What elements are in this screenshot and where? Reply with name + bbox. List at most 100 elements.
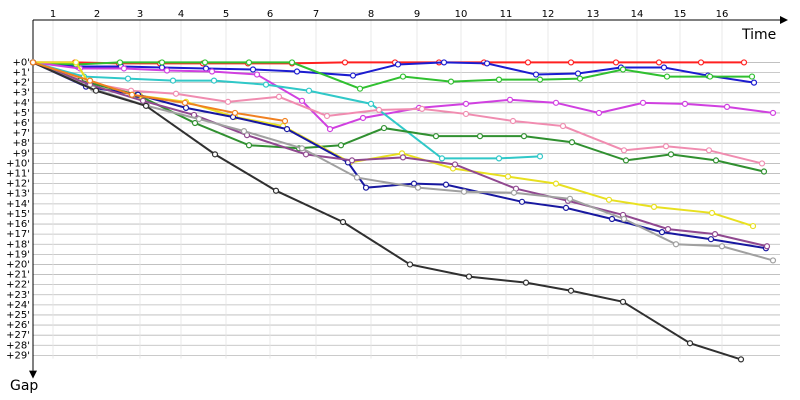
point	[552, 99, 560, 106]
point	[460, 188, 468, 195]
point	[510, 189, 518, 196]
point	[262, 81, 270, 88]
point	[769, 109, 777, 117]
point	[509, 117, 517, 125]
point	[208, 68, 216, 75]
x-tick-label: 13	[587, 9, 600, 20]
x-tick-label: 14	[631, 9, 644, 20]
point	[518, 198, 526, 205]
point	[705, 147, 713, 154]
point	[224, 98, 232, 105]
point	[240, 128, 248, 135]
y-tick-label: +7'	[13, 128, 31, 139]
point	[245, 142, 253, 149]
point	[760, 168, 768, 175]
point	[763, 243, 771, 250]
x-tick-label: 10	[455, 9, 468, 20]
y-tick-label: +0'	[13, 57, 31, 68]
point	[672, 241, 680, 248]
point	[394, 61, 402, 68]
y-tick-label: +21'	[6, 270, 30, 281]
point	[442, 181, 450, 188]
point	[201, 59, 209, 66]
point	[231, 109, 239, 117]
point	[362, 184, 370, 191]
point	[172, 90, 180, 97]
point	[718, 243, 726, 250]
point	[595, 109, 603, 117]
point	[288, 59, 296, 66]
point	[356, 85, 364, 92]
point	[697, 59, 705, 66]
point	[451, 161, 459, 168]
x-tick-label: 6	[267, 9, 273, 20]
point	[210, 77, 218, 84]
point	[337, 142, 345, 149]
series-line	[32, 61, 763, 165]
point	[723, 103, 731, 110]
y-tick-label: +11'	[6, 169, 30, 180]
y-tick-label: +6'	[13, 118, 31, 129]
point	[359, 114, 367, 122]
point	[686, 340, 694, 347]
x-tick-label: 4	[178, 9, 184, 20]
x-tick-label: 7	[313, 9, 319, 20]
point	[748, 73, 756, 80]
point	[620, 147, 628, 154]
point	[663, 73, 671, 80]
point	[749, 222, 757, 230]
point	[567, 287, 575, 294]
point	[476, 133, 484, 140]
x-axis-arrow	[780, 16, 788, 24]
point	[524, 59, 532, 66]
point	[181, 99, 189, 106]
point	[120, 65, 128, 72]
point	[399, 154, 407, 161]
point	[619, 66, 627, 73]
point	[293, 68, 301, 75]
point	[520, 133, 528, 140]
point	[139, 97, 147, 104]
y-tick-label: +29'	[6, 350, 30, 361]
y-tick-label: +25'	[6, 310, 30, 321]
point	[667, 151, 675, 158]
point	[769, 257, 777, 264]
point	[483, 60, 491, 67]
point	[353, 174, 361, 181]
point	[465, 273, 473, 280]
point	[142, 102, 150, 109]
point	[326, 125, 334, 133]
point	[211, 151, 219, 158]
point	[506, 96, 514, 103]
point	[495, 76, 503, 83]
point	[281, 117, 289, 125]
x-tick-label: 12	[542, 9, 555, 20]
point	[169, 77, 177, 84]
point	[249, 66, 257, 73]
y-tick-label: +12'	[6, 179, 30, 190]
point	[737, 356, 745, 363]
x-tick-label: 5	[223, 9, 229, 20]
point	[612, 59, 620, 66]
point	[283, 125, 291, 133]
point	[438, 155, 446, 162]
point	[440, 59, 448, 66]
point	[406, 261, 414, 268]
point	[349, 72, 357, 79]
y-tick-label: +19'	[6, 249, 30, 260]
point	[711, 231, 719, 238]
point	[462, 110, 470, 118]
point	[182, 104, 190, 111]
point	[559, 122, 567, 130]
y-tick-label: +20'	[6, 259, 30, 270]
point	[655, 59, 663, 66]
x-tick-label: 11	[500, 9, 513, 20]
point	[650, 203, 658, 210]
point	[339, 218, 347, 226]
point	[367, 100, 375, 107]
point	[566, 195, 574, 202]
point	[418, 105, 426, 112]
point	[86, 77, 94, 84]
